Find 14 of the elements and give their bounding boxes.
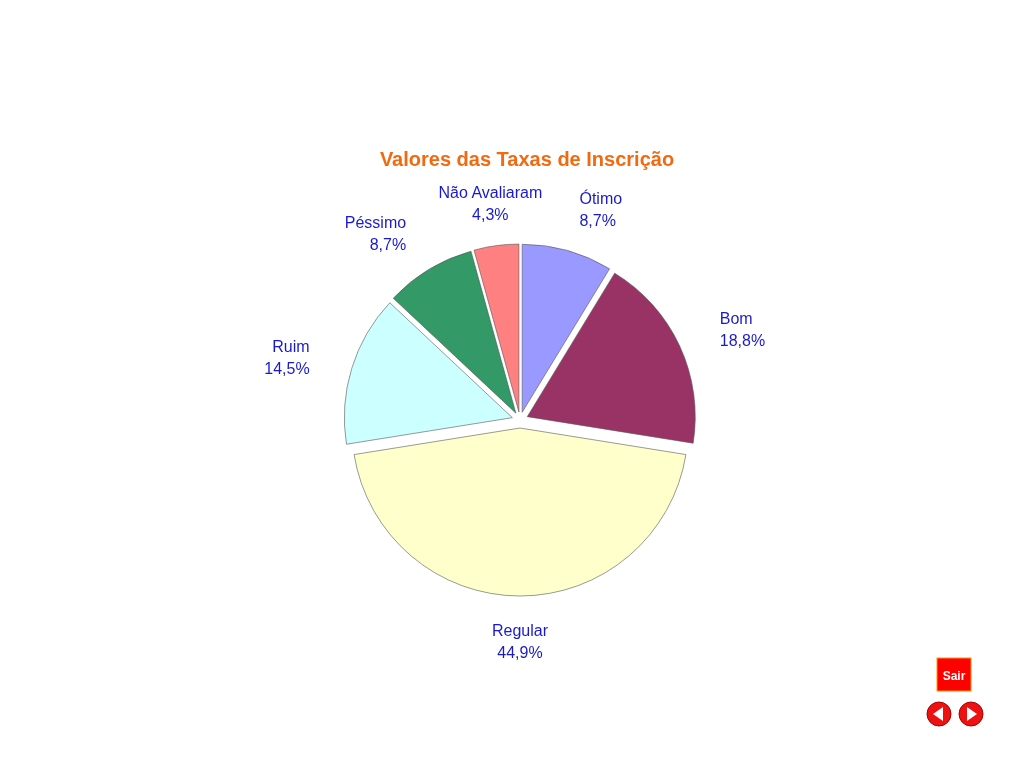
data-label: 18,8% <box>719 331 766 349</box>
slice-label: Bom <box>719 309 753 327</box>
exit-button: Sair <box>936 657 972 692</box>
slice-label: Não Avaliaram <box>438 184 543 202</box>
data-label: 44,9% <box>497 644 543 661</box>
data-label: 8,7% <box>369 235 407 253</box>
slice-label: Regular <box>491 622 549 639</box>
data-label: 14,5% <box>264 359 310 377</box>
chart-title: Valores das Taxas de Inscrição <box>379 148 675 170</box>
slice-label: Ótimo <box>579 189 623 208</box>
data-label: 8,7% <box>579 212 616 230</box>
slice-label: Ruim <box>272 337 310 355</box>
data-label: 4,3% <box>472 206 509 224</box>
slice-label: Péssimo <box>344 213 407 231</box>
